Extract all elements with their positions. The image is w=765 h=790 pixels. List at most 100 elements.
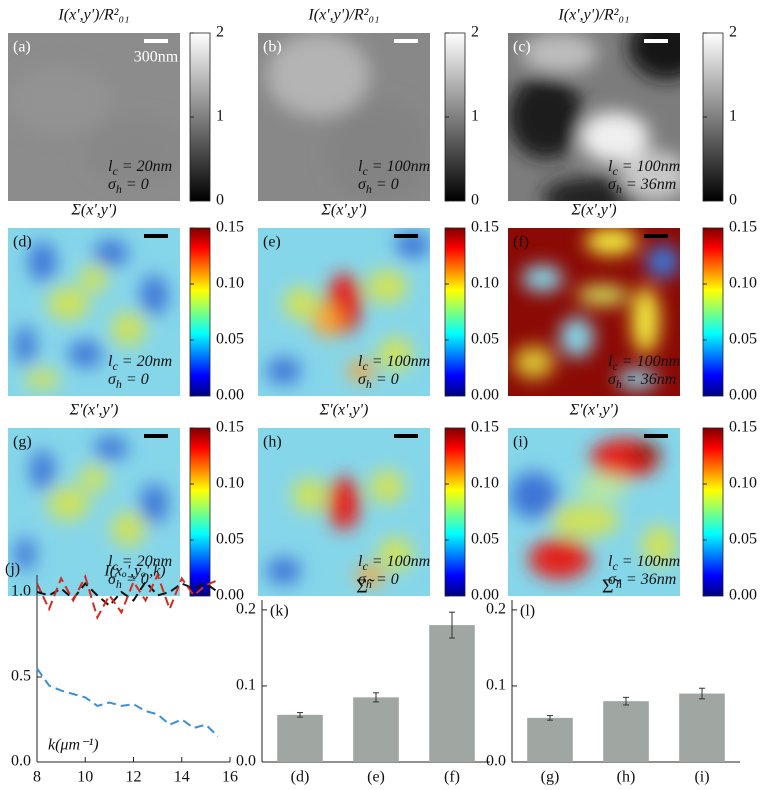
colorbar-tick-label: 0 bbox=[471, 192, 479, 209]
annotation-symbol: σ bbox=[108, 371, 117, 388]
annotation-subscript: h bbox=[616, 377, 622, 391]
heatmap-blob bbox=[580, 111, 650, 163]
colorbar-tick-label: 0.10 bbox=[471, 475, 499, 492]
annotation-text: = 100nm bbox=[368, 353, 430, 370]
bar bbox=[429, 625, 475, 762]
annotation: lc = 100nm bbox=[358, 553, 430, 573]
heatmap-blobs bbox=[266, 470, 413, 586]
colorbar-tick-label: 0.10 bbox=[729, 275, 757, 292]
heatmap-blob bbox=[85, 117, 180, 185]
annotation: lc = 100nm bbox=[358, 158, 430, 178]
colorbar-tick-label: 2 bbox=[471, 24, 479, 41]
colorbar-tick-label: 0.15 bbox=[471, 219, 499, 236]
heatmap-blob bbox=[14, 325, 36, 366]
annotation-symbol: σ bbox=[358, 176, 367, 193]
heatmap-blob bbox=[395, 231, 430, 259]
annotation-subscript: h bbox=[366, 577, 372, 591]
panel-title: I(x',y')/R²₀₁ bbox=[307, 7, 379, 24]
panel-title: I(xₒ',yₒ',k) bbox=[103, 563, 165, 580]
y-tick-label: 0.5 bbox=[11, 668, 31, 685]
colorbar-tick-label: 0.10 bbox=[216, 275, 244, 292]
annotation-subscript: h bbox=[116, 182, 122, 196]
colorbar bbox=[444, 227, 466, 397]
colorbar-tick-label: 0.00 bbox=[729, 387, 757, 404]
annotation-subscript: c bbox=[362, 559, 368, 573]
heatmap-blobs bbox=[14, 436, 168, 571]
annotation-symbol: σ bbox=[108, 176, 117, 193]
panel-label: (a) bbox=[13, 39, 31, 56]
annotation-text: = 20nm bbox=[118, 158, 172, 175]
annotation-symbol: σ bbox=[608, 371, 617, 388]
annotation: lc = 20nm bbox=[108, 553, 172, 573]
annotation-subscript: h bbox=[366, 182, 372, 196]
colorbar-tick-label: 2 bbox=[216, 24, 224, 41]
heatmap-blob bbox=[94, 436, 129, 460]
colorbar-tick-label: 0.05 bbox=[216, 331, 244, 348]
annotation-symbol: l bbox=[608, 353, 613, 370]
panel-label: (g) bbox=[13, 434, 32, 451]
annotation: σh = 0 bbox=[108, 371, 149, 391]
colorbar bbox=[189, 427, 211, 597]
annotation-subscript: c bbox=[112, 559, 118, 573]
heatmap-blobs bbox=[8, 66, 180, 185]
heatmap-blobs bbox=[513, 228, 680, 390]
colorbar-tick-label: 0 bbox=[729, 192, 737, 209]
heatmap bbox=[8, 428, 180, 596]
x-tick-label: (g) bbox=[541, 769, 560, 786]
heatmap bbox=[508, 428, 680, 596]
bar bbox=[603, 701, 649, 762]
heatmap-blob bbox=[378, 337, 413, 371]
heatmap-blob bbox=[542, 177, 646, 201]
heatmap-blob bbox=[645, 244, 680, 279]
heatmap-blob bbox=[80, 464, 108, 492]
annotation-symbol: l bbox=[608, 553, 613, 570]
heatmap-blob bbox=[292, 478, 327, 512]
heatmap-blob bbox=[576, 285, 629, 306]
annotation: k(μm⁻¹) bbox=[48, 737, 99, 754]
colorbar bbox=[444, 427, 466, 597]
annotation-text: = 36nm bbox=[622, 371, 676, 388]
annotation: lc = 100nm bbox=[358, 353, 430, 373]
heatmap-blob bbox=[366, 270, 408, 304]
annotation-subscript: c bbox=[612, 559, 618, 573]
heatmap-blob bbox=[356, 565, 384, 586]
y-tick-label: 0.0 bbox=[11, 753, 31, 770]
x-tick-label: 14 bbox=[174, 769, 190, 786]
annotation: lc = 20nm bbox=[108, 158, 172, 178]
annotation-text: = 20nm bbox=[118, 353, 172, 370]
heatmap-blob bbox=[28, 241, 57, 282]
heatmap-blob bbox=[521, 264, 564, 292]
panel-title: Σ(x',y') bbox=[70, 202, 116, 219]
heatmap-blob bbox=[328, 476, 360, 531]
annotation: σh = 36nm bbox=[608, 571, 676, 591]
panel-label: (j) bbox=[5, 561, 20, 578]
heatmap-blob bbox=[576, 473, 629, 501]
colorbar-tick-label: 0.05 bbox=[471, 531, 499, 548]
panel-label: (c) bbox=[513, 39, 531, 56]
heatmap-blob bbox=[14, 537, 36, 571]
annotation: lc = 100nm bbox=[608, 353, 680, 373]
heatmap bbox=[258, 33, 430, 201]
panel-title: Σ(x',y') bbox=[320, 202, 366, 219]
heatmap-blob bbox=[559, 317, 594, 358]
colorbar-tick-label: 2 bbox=[729, 24, 737, 41]
panel-title: I(x',y')/R²₀₁ bbox=[57, 7, 129, 24]
annotation-text: = 0 bbox=[372, 176, 399, 193]
annotation-symbol: l bbox=[108, 158, 113, 175]
heatmap-blob bbox=[631, 286, 660, 354]
annotation-subscript: h bbox=[366, 377, 372, 391]
annotation-subscript: c bbox=[112, 359, 118, 373]
colorbar-tick-label: 0.05 bbox=[471, 331, 499, 348]
heatmap-blob bbox=[642, 525, 677, 566]
annotation-symbol: l bbox=[108, 353, 113, 370]
panel-title: I(x',y')/R²₀₁ bbox=[557, 7, 629, 24]
heatmap-blob bbox=[619, 150, 680, 201]
heatmap-blob bbox=[8, 66, 112, 134]
heatmap-blob bbox=[140, 483, 168, 524]
heatmap bbox=[8, 228, 180, 396]
panel-title: Σ'(x',y') bbox=[69, 402, 119, 419]
heatmap-blob bbox=[616, 369, 658, 390]
annotation-symbol: σ bbox=[608, 176, 617, 193]
panel-label: (l) bbox=[520, 603, 535, 620]
colorbar-tick-label: 0.15 bbox=[216, 419, 244, 436]
